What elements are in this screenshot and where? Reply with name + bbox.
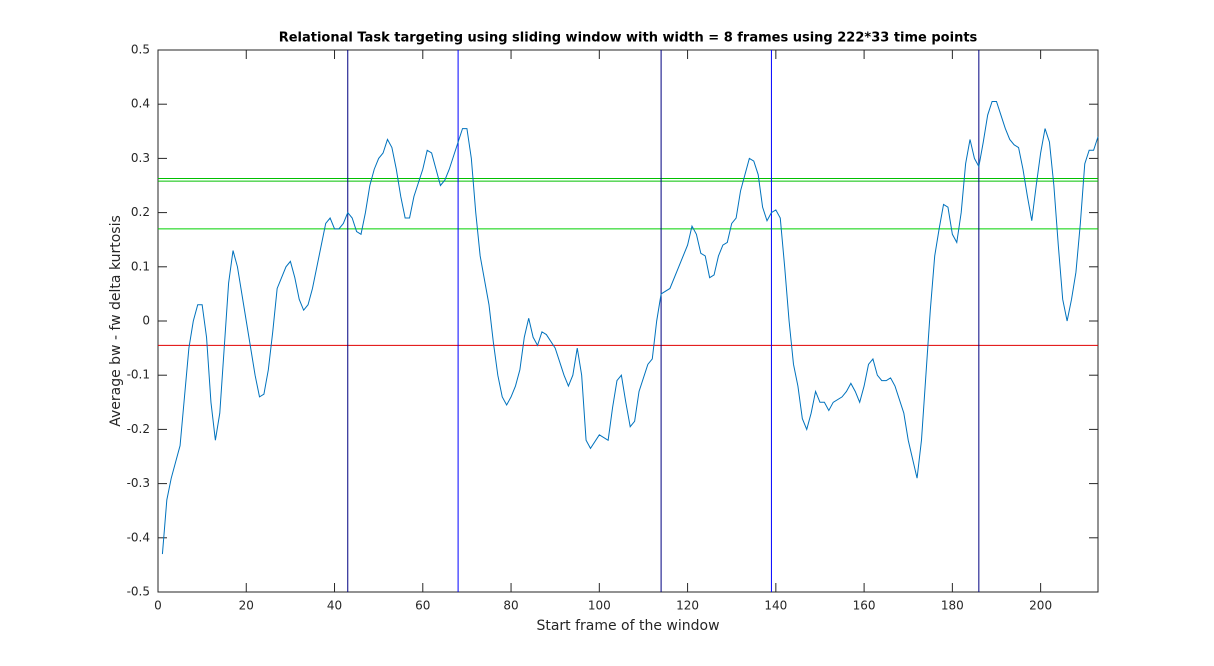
chart-title: Relational Task targeting using sliding … xyxy=(279,31,978,46)
x-tick-label: 160 xyxy=(853,599,876,613)
x-tick-label: 140 xyxy=(764,599,787,613)
y-tick-label: -0.5 xyxy=(127,585,150,599)
x-tick-label: 200 xyxy=(1029,599,1052,613)
y-tick-label: 0.4 xyxy=(131,97,150,111)
plot-area xyxy=(157,49,1099,593)
x-tick-label: 40 xyxy=(327,599,342,613)
x-tick-label: 20 xyxy=(239,599,254,613)
data-line xyxy=(161,100,1099,555)
y-axis-label: Average bw - fw delta kurtosis xyxy=(108,215,124,427)
y-tick-label: 0.2 xyxy=(131,205,150,219)
y-tick-label: 0.1 xyxy=(131,259,150,273)
y-tick-label: -0.1 xyxy=(127,368,150,382)
x-tick-label: 180 xyxy=(941,599,964,613)
y-tick-label: 0.5 xyxy=(131,43,150,57)
x-tick-label: 60 xyxy=(415,599,430,613)
y-tick-label: 0.3 xyxy=(131,151,150,165)
x-tick-label: 0 xyxy=(154,599,162,613)
x-axis-label: Start frame of the window xyxy=(536,618,719,634)
y-tick-label: 0 xyxy=(142,314,150,328)
x-tick-label: 80 xyxy=(503,599,518,613)
y-tick-label: -0.3 xyxy=(127,476,150,490)
x-tick-label: 120 xyxy=(676,599,699,613)
y-tick-label: -0.4 xyxy=(127,530,150,544)
y-tick-label: -0.2 xyxy=(127,422,150,436)
x-tick-label: 100 xyxy=(588,599,611,613)
